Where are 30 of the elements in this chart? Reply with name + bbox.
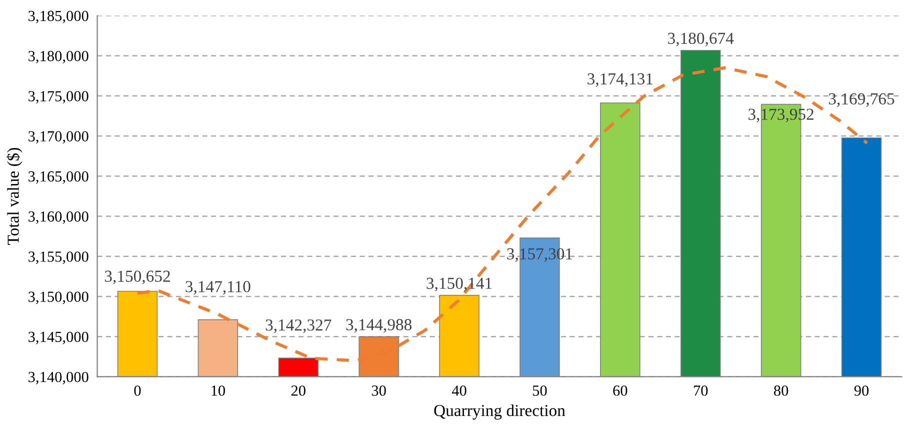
data-label: 3,174,131 [588,73,652,87]
y-tick-label: 3,185,000 [28,10,88,24]
x-tick-label: 20 [291,385,306,396]
y-tick-label: 3,180,000 [28,50,88,64]
y-tick-label: 3,155,000 [28,252,88,264]
data-label: 3,169,765 [828,93,894,107]
y-tick-label: 3,150,000 [28,292,88,304]
data-label: 3,180,674 [668,32,734,46]
y-tick-label: 3,145,000 [28,332,88,344]
y-tick-label: 3,170,000 [28,131,88,144]
x-tick-label: 90 [854,385,869,396]
x-tick-label: 10 [212,385,225,396]
x-axis-title: Quarrying direction [434,404,566,420]
y-tick-label: 3,175,000 [28,91,88,104]
data-label: 3,144,988 [346,319,412,333]
y-tick-label: 3,160,000 [28,211,88,224]
x-tick-label: 70 [694,385,708,396]
x-tick-label: 80 [774,385,788,396]
y-tick-label: 3,165,000 [28,171,88,184]
x-tick-label: 0 [134,385,141,396]
y-axis-title: Total value ($) [6,148,22,245]
x-tick-label: 60 [613,385,628,396]
data-label: 3,150,141 [426,278,492,292]
x-tick-label: 50 [532,385,547,396]
x-tick-label: 40 [452,385,466,396]
y-tick-label: 3,140,000 [28,372,88,384]
data-label: 3,150,652 [104,270,170,284]
data-label: 3,142,327 [266,319,332,334]
x-tick-label: 30 [372,385,386,396]
data-label: 3,147,110 [186,281,250,295]
